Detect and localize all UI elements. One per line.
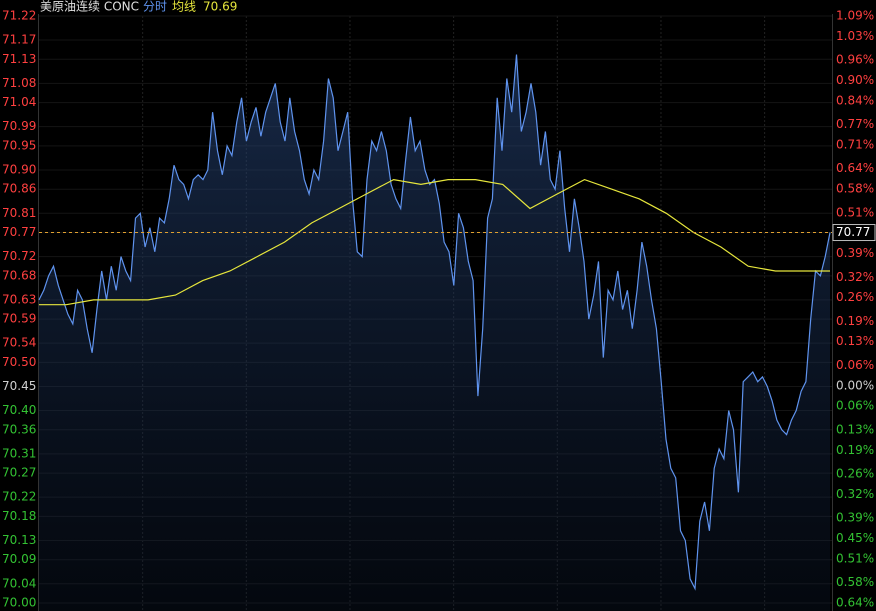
chart-title: 美原油连续 CONC — [40, 0, 139, 14]
y2-tick-label: 0.13% — [836, 422, 874, 436]
y2-tick-label: 0.58% — [836, 575, 874, 589]
y-tick-label: 71.08 — [2, 76, 36, 90]
y2-tick-label: 0.06% — [836, 358, 874, 372]
y-tick-label: 70.95 — [2, 138, 36, 152]
y-tick-label: 70.22 — [2, 490, 36, 504]
y-tick-label: 70.40 — [2, 403, 36, 417]
y2-tick-label: 1.09% — [836, 9, 874, 23]
legend-price: 分时 — [143, 0, 167, 14]
y-tick-label: 70.45 — [2, 379, 36, 393]
y-tick-label: 70.13 — [2, 533, 36, 547]
average-line — [39, 178, 830, 306]
y-tick-label: 70.09 — [2, 552, 36, 566]
y2-tick-label: 0.51% — [836, 205, 874, 219]
y2-tick-label: 0.90% — [836, 73, 874, 87]
y2-tick-label: 0.00% — [836, 378, 874, 392]
y2-tick-label: 0.32% — [836, 487, 874, 501]
y-tick-label: 70.77 — [2, 225, 36, 239]
y-tick-label: 70.18 — [2, 509, 36, 523]
y2-tick-label: 0.32% — [836, 270, 874, 284]
y2-tick-label: 0.64% — [836, 161, 874, 175]
y-tick-label: 70.04 — [2, 576, 36, 590]
y-tick-label: 70.00 — [2, 596, 36, 610]
y2-tick-label: 0.71% — [836, 137, 874, 151]
price-line — [38, 54, 831, 591]
y-tick-label: 70.72 — [2, 249, 36, 263]
y2-tick-label: 0.06% — [836, 399, 874, 413]
last-price-box — [832, 224, 876, 242]
y2-tick-label: 0.51% — [836, 551, 874, 565]
y2-tick-label: 0.45% — [836, 531, 874, 545]
y-tick-label: 70.68 — [2, 268, 36, 282]
y-tick-label: 70.50 — [2, 355, 36, 369]
y-tick-label: 70.81 — [2, 206, 36, 220]
y-tick-label: 71.22 — [2, 9, 36, 23]
y-tick-label: 70.59 — [2, 312, 36, 326]
y-tick-label: 70.27 — [2, 466, 36, 480]
price-area — [39, 54, 830, 611]
legend-average-value: 70.69 — [203, 0, 237, 14]
y-tick-label: 70.54 — [2, 336, 36, 350]
y2-tick-label: 0.58% — [836, 182, 874, 196]
y2-tick-label: 0.77% — [836, 117, 874, 131]
y-tick-label: 70.90 — [2, 162, 36, 176]
y2-tick-label: 0.19% — [836, 443, 874, 457]
y-tick-label: 70.99 — [2, 119, 36, 133]
y-tick-label: 71.17 — [2, 33, 36, 47]
last-price-label: 70.77 — [836, 225, 870, 239]
y2-tick-label: 0.19% — [836, 314, 874, 328]
y2-tick-label: 0.96% — [836, 53, 874, 67]
y-tick-label: 70.86 — [2, 182, 36, 196]
y2-tick-label: 0.84% — [836, 93, 874, 107]
y-tick-label: 71.04 — [2, 95, 36, 109]
y-tick-label: 71.13 — [2, 52, 36, 66]
y2-tick-label: 0.26% — [836, 467, 874, 481]
y-tick-label: 70.31 — [2, 446, 36, 460]
legend-average: 均线 — [172, 0, 196, 14]
y-tick-label: 70.36 — [2, 422, 36, 436]
y2-tick-label: 1.03% — [836, 29, 874, 43]
y-tick-label: 70.63 — [2, 292, 36, 306]
y2-tick-label: 0.39% — [836, 511, 874, 525]
y2-tick-label: 0.26% — [836, 290, 874, 304]
y2-tick-label: 0.64% — [836, 596, 874, 610]
y2-tick-label: 0.39% — [836, 246, 874, 260]
y2-tick-label: 0.13% — [836, 334, 874, 348]
